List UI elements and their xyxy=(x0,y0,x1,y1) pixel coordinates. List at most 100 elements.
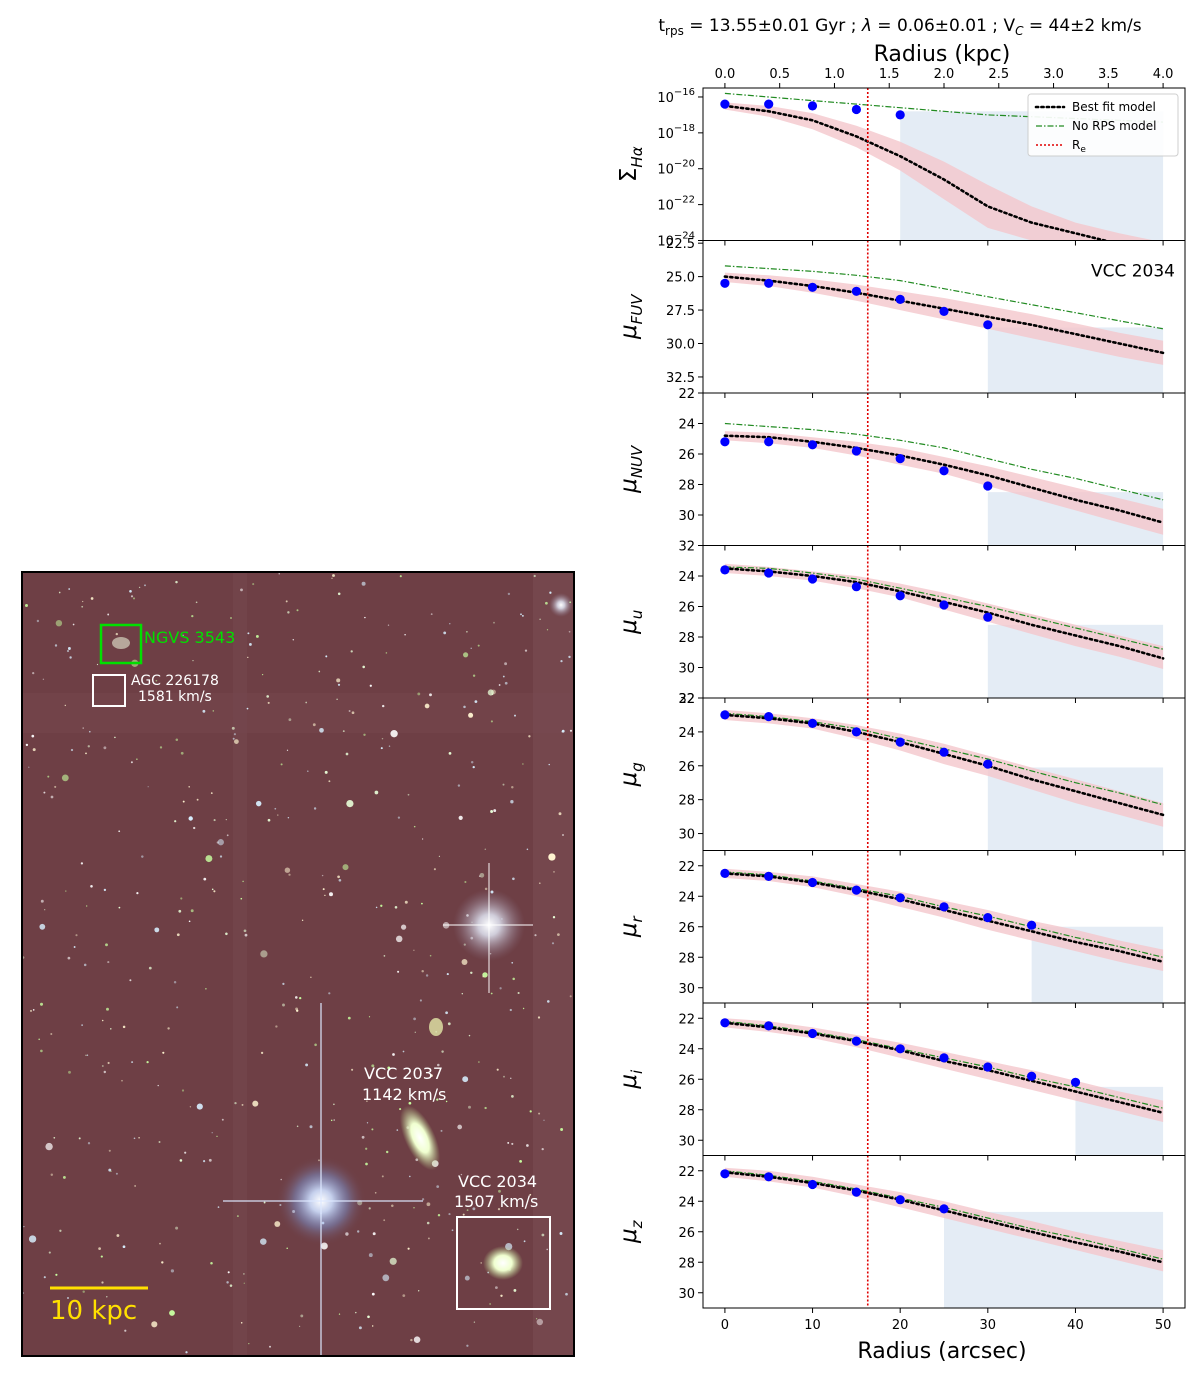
ytick-label-z: 26 xyxy=(678,1226,695,1241)
data-point-r xyxy=(1027,920,1037,930)
data-point-u xyxy=(807,574,818,584)
top-xtick-label: 2.5 xyxy=(988,67,1009,82)
galaxy-ngvs-3543-blob xyxy=(112,637,130,649)
galaxy-vcc-2037-blob xyxy=(399,1105,441,1171)
panel-z: 22 24 26 28 30 μz xyxy=(616,1155,1186,1313)
top-xtick-label: 2.0 xyxy=(934,67,955,82)
ylabel-ha: ΣHα xyxy=(616,146,646,182)
data-point-nuv xyxy=(983,481,993,491)
data-point-r xyxy=(895,893,905,903)
profile-chart: trps = 13.55±0.01 Gyr ; λ = 0.06±0.01 ; … xyxy=(616,16,1186,1364)
ytick-label-fuv: 27.5 xyxy=(666,304,695,319)
xtick-label: 40 xyxy=(1067,1318,1084,1333)
ytick-label-u: 30 xyxy=(678,662,695,677)
data-point-i xyxy=(895,1044,905,1054)
ytick-label-i: 26 xyxy=(678,1073,695,1088)
data-point-ha xyxy=(851,104,861,115)
ytick-label-z: 22 xyxy=(678,1165,695,1180)
ytick-label-r: 22 xyxy=(678,860,695,875)
data-point-fuv xyxy=(939,306,949,316)
ylabel-nuv: μNUV xyxy=(616,444,646,494)
galaxy-image-panel: NGVS 3543 AGC 226178 1581 km/s VCC 2037 … xyxy=(21,571,575,1357)
uncertainty-band-r xyxy=(724,868,1164,971)
data-point-z xyxy=(939,1204,949,1214)
ylabel-r: μr xyxy=(616,916,646,939)
data-point-nuv xyxy=(720,437,730,447)
xtick-label: 30 xyxy=(980,1318,997,1333)
ytick-label-u: 32 xyxy=(678,692,695,707)
ytick-label-r: 26 xyxy=(678,921,695,936)
data-point-u xyxy=(983,612,993,622)
uncertainty-band-g xyxy=(724,709,1164,827)
xtick-label: 50 xyxy=(1155,1318,1172,1333)
legend-entry: No RPS model xyxy=(1072,119,1157,133)
ytick-label-r: 28 xyxy=(678,951,695,966)
top-xtick-label: 0.0 xyxy=(715,67,736,82)
legend-entry: Best fit model xyxy=(1072,100,1156,114)
ytick-label-i: 22 xyxy=(678,1012,695,1027)
data-point-z xyxy=(895,1195,905,1205)
chart-title: trps = 13.55±0.01 Gyr ; λ = 0.06±0.01 ; … xyxy=(658,16,1141,38)
top-xtick-label: 0.5 xyxy=(769,67,790,82)
ytick-label-i: 30 xyxy=(678,1134,695,1149)
no-rps-line-nuv xyxy=(724,422,1164,501)
data-point-ha xyxy=(895,110,905,120)
profile-plots: trps = 13.55±0.01 Gyr ; λ = 0.06±0.01 ; … xyxy=(600,0,1200,1376)
data-point-r xyxy=(851,885,861,895)
ytick-label-ha: 10−20 xyxy=(657,159,695,178)
uncertainty-band-ha xyxy=(724,102,1155,241)
top-axis-label: Radius (kpc) xyxy=(874,42,1011,67)
ytick-label-ha: 10−24 xyxy=(657,231,695,250)
ylabel-z: μz xyxy=(616,1219,646,1244)
ytick-label-g: 22 xyxy=(678,692,695,707)
data-point-g xyxy=(851,727,861,737)
data-point-u xyxy=(720,565,730,575)
ytick-label-ha: 10−22 xyxy=(657,195,695,214)
ylabel-i: μi xyxy=(616,1069,646,1090)
panel-fuv: 22.5 25.0 27.5 30.0 32.5 μFUV VCC 2034 xyxy=(616,237,1186,398)
data-point-u xyxy=(939,600,949,610)
vcc-2034-velocity: 1507 km/s xyxy=(454,1192,538,1211)
ytick-label-nuv: 26 xyxy=(678,448,695,463)
panel-i: 22 24 26 28 30 μi xyxy=(616,1002,1186,1161)
data-point-g xyxy=(807,718,818,729)
data-point-z xyxy=(851,1187,861,1197)
panel-u: 24 26 28 30 32 μu xyxy=(616,545,1186,707)
sky-image: NGVS 3543 AGC 226178 1581 km/s VCC 2037 … xyxy=(23,573,573,1355)
panel-ha: 10−16 10−18 10−20 10−22 10−24 ΣHα Best fit mod… xyxy=(616,87,1186,250)
agc-226178-velocity: 1581 km/s xyxy=(138,689,212,705)
data-point-i xyxy=(720,1018,730,1028)
data-point-g xyxy=(895,737,905,747)
data-point-r xyxy=(720,868,730,879)
vcc-2034-box xyxy=(456,1216,551,1310)
ytick-label-r: 30 xyxy=(678,982,695,997)
data-point-g xyxy=(720,710,730,720)
data-point-fuv xyxy=(851,286,861,296)
bright-star-right xyxy=(443,863,533,993)
top-xtick-label: 3.5 xyxy=(1098,67,1119,82)
galaxy-vcc-2034-blob xyxy=(483,1246,523,1280)
scale-bar-label: 10 kpc xyxy=(50,1296,137,1326)
uncertainty-band-fuv xyxy=(724,272,1164,365)
bottom-axis-label: Radius (arcsec) xyxy=(857,1339,1026,1364)
ytick-label-fuv: 25.0 xyxy=(666,271,695,286)
bottom-axis: 0 10 20 30 40 50 xyxy=(721,1318,1172,1333)
ylabel-g: μg xyxy=(616,762,646,787)
data-point-nuv xyxy=(807,440,818,450)
ytick-label-fuv: 22.5 xyxy=(666,237,695,252)
data-point-fuv xyxy=(720,278,730,288)
ytick-label-i: 28 xyxy=(678,1104,695,1119)
ytick-label-r: 24 xyxy=(678,890,695,905)
ytick-label-u: 28 xyxy=(678,631,695,646)
ytick-label-u: 24 xyxy=(678,570,695,585)
top-xtick-label: 1.5 xyxy=(879,67,900,82)
data-point-nuv xyxy=(764,437,774,447)
data-point-fuv xyxy=(807,282,818,292)
data-point-z xyxy=(720,1169,730,1179)
panel-g: 22 24 26 28 30 μg xyxy=(616,692,1186,856)
data-point-i xyxy=(1070,1077,1081,1087)
top-xtick-label: 3.0 xyxy=(1043,67,1064,82)
top-xtick-label: 1.0 xyxy=(824,67,845,82)
ytick-label-fuv: 32.5 xyxy=(666,371,695,386)
legend: Best fit model No RPS model Re xyxy=(1027,93,1179,157)
